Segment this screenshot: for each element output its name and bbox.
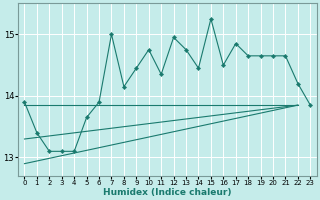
X-axis label: Humidex (Indice chaleur): Humidex (Indice chaleur) [103,188,232,197]
